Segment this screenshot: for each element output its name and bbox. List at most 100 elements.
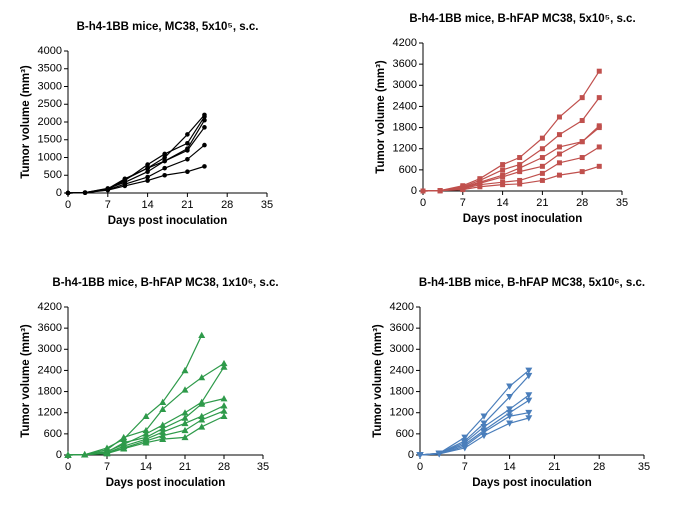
data-point	[539, 170, 545, 176]
y-tick-label: 600	[399, 164, 417, 176]
x-tick-label: 0	[420, 197, 426, 209]
data-point	[122, 177, 128, 182]
x-tick-label: 0	[417, 461, 423, 473]
y-tick-label: 600	[44, 428, 62, 440]
data-point	[596, 163, 602, 169]
x-tick-label: 21	[179, 461, 191, 473]
data-point	[506, 413, 514, 420]
x-tick-label: 35	[257, 461, 269, 473]
series-line	[422, 165, 600, 192]
data-point	[556, 114, 562, 120]
data-point	[181, 414, 189, 421]
x-tick-label: 14	[140, 461, 152, 473]
data-point	[202, 164, 207, 169]
data-point	[480, 429, 488, 436]
y-tick-label: 4200	[390, 301, 414, 313]
data-point	[517, 169, 523, 175]
data-point	[159, 425, 167, 432]
data-point	[525, 415, 533, 422]
y-tick-label: 3000	[390, 343, 414, 355]
y-tick-label: 3600	[38, 322, 62, 334]
data-point	[122, 183, 128, 189]
data-point	[579, 95, 585, 101]
data-point	[120, 433, 128, 441]
y-tick-label: 1000	[38, 151, 62, 163]
y-tick-label: 3600	[390, 322, 414, 334]
data-point	[416, 452, 424, 459]
data-point	[500, 182, 506, 188]
data-point	[162, 165, 167, 171]
data-point	[506, 383, 514, 390]
data-point	[420, 188, 426, 194]
data-point	[525, 367, 533, 374]
x-tick-label: 21	[536, 197, 548, 209]
x-axis-label: Days post inoculation	[106, 477, 226, 489]
data-point	[120, 439, 128, 446]
data-point	[185, 132, 190, 137]
data-point	[159, 398, 167, 405]
data-point	[159, 421, 167, 428]
x-tick-label: 21	[548, 461, 560, 473]
data-point	[506, 409, 514, 417]
y-tick-label: 2500	[38, 98, 62, 110]
y-axis-label: Tumor volume (mm³)	[20, 65, 32, 179]
x-tick-label: 35	[638, 461, 650, 473]
y-tick-label: 3000	[393, 79, 417, 91]
data-point	[525, 409, 533, 417]
data-point	[145, 165, 150, 171]
y-tick-label: 1800	[393, 121, 417, 133]
data-point	[596, 125, 602, 131]
series-line	[67, 119, 205, 194]
series-line	[67, 334, 203, 456]
data-point	[162, 155, 167, 160]
data-point	[220, 359, 228, 367]
data-point	[506, 420, 514, 427]
x-axis-label: Days post inoculation	[108, 215, 228, 227]
y-axis-label: Tumor volume (mm³)	[372, 324, 384, 438]
data-point	[539, 163, 545, 169]
y-tick-label: 600	[396, 428, 414, 440]
data-point	[525, 372, 533, 380]
data-point	[220, 395, 228, 402]
data-point	[142, 430, 150, 437]
data-point	[198, 373, 206, 381]
data-point	[185, 156, 190, 162]
data-point	[81, 451, 89, 458]
data-point	[162, 172, 167, 178]
data-point	[220, 402, 228, 409]
data-point	[517, 155, 523, 161]
chart-title: B-h4-1BB mice, B-hFAP MC38, 5x10⁵, s.c.	[409, 13, 635, 25]
data-point	[198, 331, 206, 338]
data-point	[65, 190, 71, 196]
x-tick-label: 28	[593, 461, 605, 473]
data-point	[82, 190, 88, 195]
data-point	[506, 406, 514, 413]
y-tick-label: 1800	[38, 385, 62, 397]
x-axis-label: Days post inoculation	[463, 213, 583, 225]
data-point	[159, 432, 167, 439]
x-tick-label: 28	[218, 461, 230, 473]
y-tick-label: 2400	[390, 364, 414, 376]
data-point	[64, 451, 72, 458]
data-point	[579, 118, 585, 124]
x-tick-label: 0	[65, 461, 71, 473]
y-tick-label: 0	[408, 449, 414, 461]
data-point	[159, 428, 167, 435]
y-tick-label: 2000	[38, 116, 62, 128]
y-tick-label: 1500	[38, 134, 62, 146]
x-tick-label: 7	[104, 461, 110, 473]
data-point	[198, 400, 206, 407]
series-line	[67, 116, 205, 194]
y-tick-label: 4200	[393, 37, 417, 49]
data-point	[181, 409, 189, 416]
data-point	[525, 397, 533, 404]
x-tick-label: 21	[181, 199, 193, 211]
data-point	[105, 187, 111, 193]
y-tick-label: 0	[56, 449, 62, 461]
data-point	[198, 423, 206, 430]
data-point	[477, 184, 483, 190]
y-tick-label: 2400	[393, 100, 417, 112]
data-point	[539, 146, 545, 152]
x-tick-label: 35	[261, 199, 273, 211]
data-point	[579, 139, 585, 145]
